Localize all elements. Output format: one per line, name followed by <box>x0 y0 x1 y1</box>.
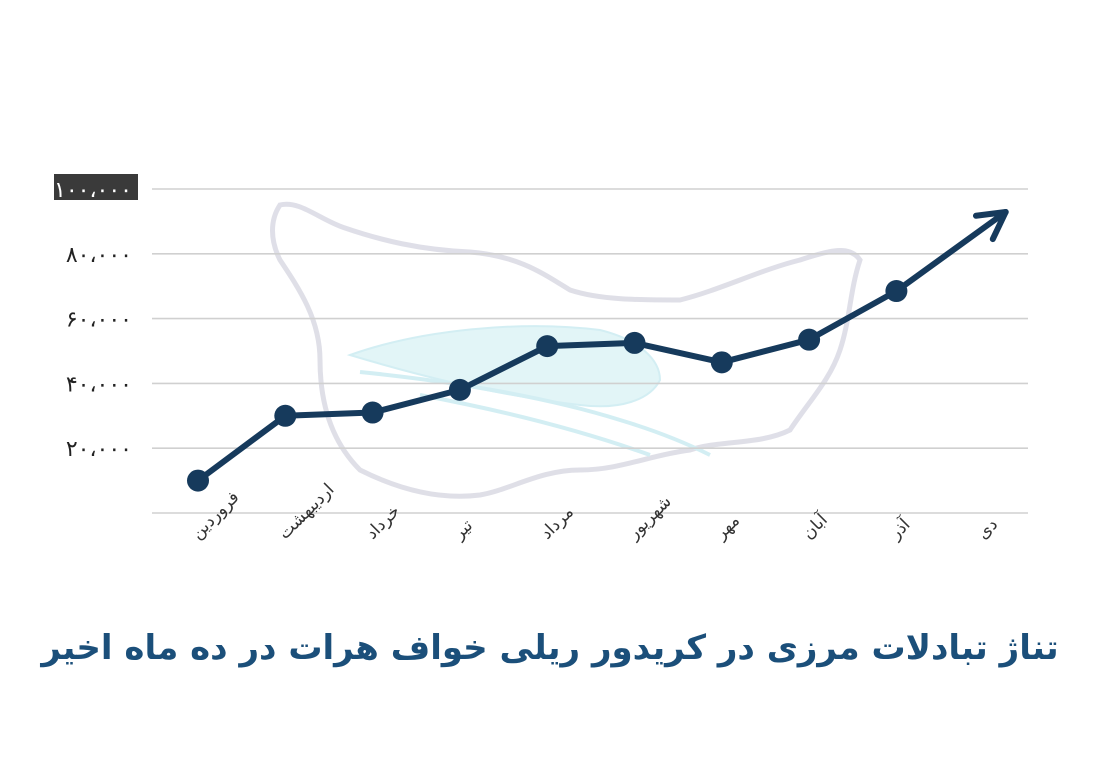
trend-arrow-shaft <box>893 209 1009 295</box>
data-point <box>274 404 297 427</box>
x-tick-label: اردیبهشت <box>275 480 339 544</box>
data-point <box>536 335 559 358</box>
x-tick-label: تیر <box>449 516 478 545</box>
chart-title: تناژ تبادلات مرزی در کریدور ریلی خواف هر… <box>41 628 1059 668</box>
x-tick-label: شهریور <box>623 492 675 544</box>
x-axis-ticks: فروردین اردیبهشت خرداد تیر مرداد شهریور مهر آبا… <box>187 480 1002 544</box>
data-point <box>623 331 646 354</box>
data-point <box>798 328 821 351</box>
data-point <box>710 351 733 374</box>
y-tick-label: ۱۰۰،۰۰۰ <box>54 178 132 203</box>
data-point <box>187 469 209 492</box>
series-group <box>187 209 1009 492</box>
data-point <box>361 401 384 424</box>
trend-arrow-head <box>972 209 1009 243</box>
x-tick-label: آذر <box>884 513 916 545</box>
x-tick-label: خرداد <box>362 501 404 543</box>
x-tick-label: فروردین <box>187 488 243 544</box>
y-tick-label: ۸۰،۰۰۰ <box>66 243 132 268</box>
y-axis-ticks: ۲۰،۰۰۰ ۴۰،۰۰۰ ۶۰،۰۰۰ ۸۰،۰۰۰ ۱۰۰،۰۰۰ <box>54 174 138 462</box>
x-tick-label: مرداد <box>537 502 578 543</box>
y-tick-label: ۶۰،۰۰۰ <box>66 308 132 333</box>
grid-lines <box>152 188 1028 514</box>
y-tick-highlight <box>54 174 138 200</box>
data-point <box>885 280 908 303</box>
y-tick-label: ۴۰،۰۰۰ <box>66 372 132 397</box>
y-tick-label: ۲۰،۰۰۰ <box>66 437 132 462</box>
x-tick-label: دی <box>973 515 1002 544</box>
x-tick-label: مهر <box>710 511 743 544</box>
data-point <box>448 378 471 401</box>
